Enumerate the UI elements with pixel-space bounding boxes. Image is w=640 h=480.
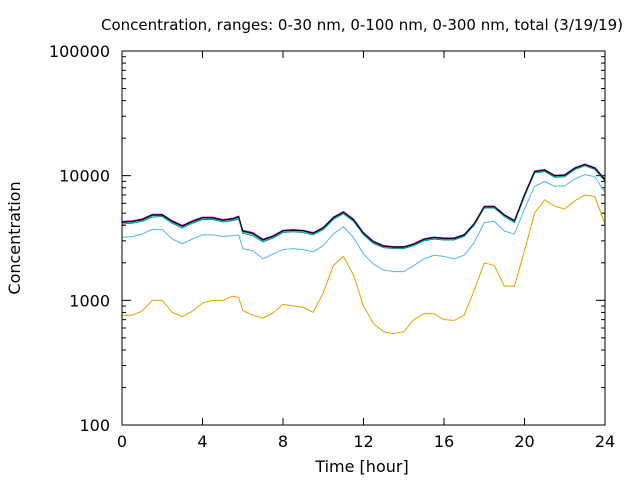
y-tick-label: 100000 [49,42,110,61]
plot-frame [121,50,606,426]
y-tick-label: 1000 [69,291,110,310]
x-tick-label: 16 [434,432,454,451]
y-tick-label: 100 [79,416,110,435]
series-line-1 [122,194,606,335]
x-tick-label: 24 [595,432,615,451]
x-tick-label: 12 [353,432,373,451]
series-layer [121,163,606,335]
y-axis-label: Concentration [5,181,24,294]
chart-title: Concentration, ranges: 0-30 nm, 0-100 nm… [101,16,623,34]
x-axis-label: Time [hour] [314,457,408,476]
series-line-6 [121,163,606,248]
x-tick-label: 4 [197,432,207,451]
x-tick-label: 20 [514,432,534,451]
x-tick-label: 8 [278,432,288,451]
series-line-2 [121,174,606,273]
y-tick-label: 10000 [59,167,110,186]
x-tick-label: 0 [117,432,127,451]
